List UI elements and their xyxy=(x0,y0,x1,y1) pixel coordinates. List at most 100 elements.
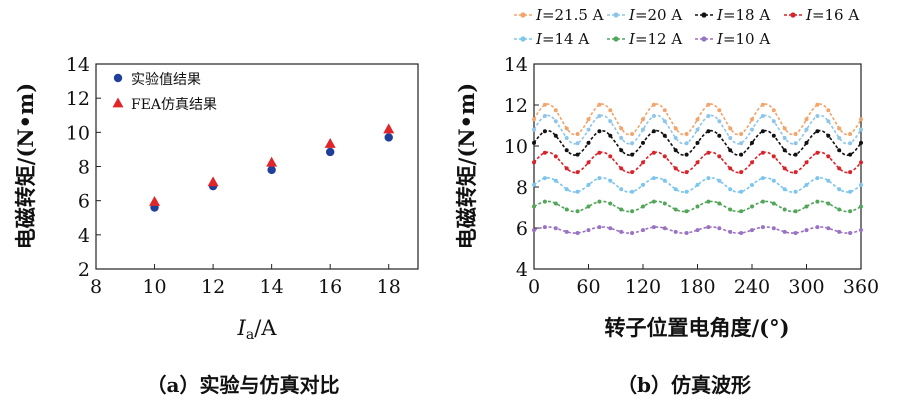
y-tick-label-a: 10 xyxy=(66,122,90,144)
legend-label-b: I=21.5 A xyxy=(535,6,604,24)
series-point xyxy=(826,178,831,183)
x-tick-label-a: 8 xyxy=(90,276,102,298)
series-point xyxy=(826,108,831,113)
series-point xyxy=(532,117,536,122)
y-tick-label-b: 10 xyxy=(504,136,528,158)
series-point xyxy=(575,209,580,214)
series-point xyxy=(706,225,711,230)
series-point xyxy=(575,170,580,175)
series-point xyxy=(837,166,842,171)
series-point xyxy=(815,129,820,134)
series-point xyxy=(706,150,711,155)
series-point xyxy=(553,133,558,138)
x-tick-label-b: 120 xyxy=(625,276,661,298)
series-point xyxy=(597,114,602,118)
series-point xyxy=(586,127,591,132)
y-tick-label-b: 12 xyxy=(504,95,528,117)
series-point xyxy=(739,209,744,214)
series-point xyxy=(739,170,744,175)
series-point xyxy=(673,207,678,212)
experiment-point xyxy=(267,165,276,175)
series-point xyxy=(771,201,776,206)
series-point xyxy=(586,117,591,122)
series-point xyxy=(695,182,700,187)
caption-b: （b）仿真波形 xyxy=(617,373,751,397)
series-point xyxy=(706,114,711,118)
series-point xyxy=(848,209,853,214)
series-point xyxy=(771,226,776,231)
legend-label-b-value: =12 A xyxy=(635,30,682,48)
series-point xyxy=(532,228,536,233)
series-point xyxy=(728,126,733,131)
series-point xyxy=(542,114,547,118)
y-tick-label-b: 14 xyxy=(504,54,528,76)
series-point xyxy=(782,136,787,140)
series-point xyxy=(630,231,635,235)
series-point xyxy=(662,108,667,113)
series-point xyxy=(859,182,863,187)
legend-marker-a xyxy=(112,97,124,108)
y-tick-label-a: 6 xyxy=(78,191,90,213)
series-point xyxy=(641,228,645,233)
legend-label-b-var: I xyxy=(535,6,543,24)
series-point xyxy=(553,226,558,231)
series-point xyxy=(826,154,831,159)
series-point xyxy=(597,225,602,230)
series-point xyxy=(673,166,678,171)
series-point xyxy=(651,225,656,230)
x-axis-label-a-var: I xyxy=(237,316,247,340)
series-point xyxy=(793,231,798,235)
series-point xyxy=(717,178,722,183)
legend-label-b-var: I xyxy=(716,6,724,24)
series-point xyxy=(662,133,667,138)
series-point xyxy=(826,201,831,206)
series-point xyxy=(815,225,820,230)
legend-marker-b xyxy=(701,12,707,18)
legend-label-b-value: =16 A xyxy=(812,6,859,24)
legend-marker-b xyxy=(520,12,526,18)
series-point xyxy=(815,102,820,107)
series-point xyxy=(782,207,787,212)
series-wave xyxy=(532,150,863,175)
legend-label-b-value: =18 A xyxy=(723,6,770,24)
series-point xyxy=(651,129,656,134)
series-point xyxy=(750,228,754,233)
series-point xyxy=(739,231,744,235)
y-tick-label-a: 4 xyxy=(78,225,90,247)
x-tick-label-b: 360 xyxy=(843,276,879,298)
series-point xyxy=(782,187,787,192)
series-point xyxy=(630,132,635,136)
series-point xyxy=(586,160,591,165)
series-point xyxy=(815,176,820,181)
y-tick-labels-a: 2 4 6 8 10 12 14 xyxy=(66,54,101,281)
series-point xyxy=(662,201,667,206)
series-point xyxy=(662,178,667,183)
series-wave xyxy=(532,199,863,214)
series-point xyxy=(662,154,667,159)
legend-label-a: FEA仿真结果 xyxy=(131,97,217,113)
series-lines-b xyxy=(532,102,863,235)
series-point xyxy=(837,187,842,192)
series-point xyxy=(706,129,711,134)
series-point xyxy=(564,148,569,153)
series-point xyxy=(760,225,765,230)
series-point xyxy=(793,189,798,194)
series-point xyxy=(564,166,569,171)
series-point xyxy=(684,209,689,214)
series-point xyxy=(848,170,853,175)
series-point xyxy=(717,133,722,138)
series-point xyxy=(728,136,733,140)
caption-a: （a）实验与仿真对比 xyxy=(147,373,340,397)
series-point xyxy=(782,126,787,131)
legend-label-b: I=20 A xyxy=(628,6,682,24)
series-point xyxy=(695,228,700,233)
y-tick-label-b: 6 xyxy=(516,218,528,240)
series-point xyxy=(684,170,689,175)
series-point xyxy=(782,166,787,171)
series-point xyxy=(630,152,635,157)
series-point xyxy=(673,148,678,153)
fea-point xyxy=(266,156,278,167)
series-point xyxy=(553,108,558,113)
y-tick-label-b: 4 xyxy=(516,259,528,281)
